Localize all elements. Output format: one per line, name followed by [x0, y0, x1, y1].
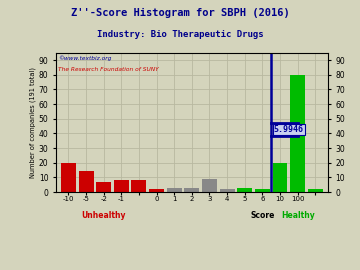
Bar [149, 189, 164, 192]
Bar [131, 180, 147, 192]
Bar [61, 163, 76, 192]
Bar [96, 182, 111, 192]
Text: Unhealthy: Unhealthy [81, 211, 126, 220]
Bar [273, 163, 288, 192]
Text: Healthy: Healthy [281, 211, 315, 220]
Y-axis label: Number of companies (191 total): Number of companies (191 total) [30, 67, 36, 178]
Bar [184, 188, 199, 192]
Text: Z''-Score Histogram for SBPH (2016): Z''-Score Histogram for SBPH (2016) [71, 8, 289, 18]
Text: Score: Score [250, 211, 275, 220]
Bar [202, 179, 217, 192]
Text: Industry: Bio Therapeutic Drugs: Industry: Bio Therapeutic Drugs [97, 30, 263, 39]
Bar [78, 171, 94, 192]
Text: 5.9946: 5.9946 [274, 125, 304, 134]
Text: ©www.textbiz.org: ©www.textbiz.org [58, 56, 111, 61]
Bar [167, 188, 182, 192]
Bar [237, 188, 252, 192]
Bar [255, 189, 270, 192]
Bar [220, 189, 235, 192]
Bar [290, 75, 305, 192]
Bar [114, 180, 129, 192]
Bar [308, 189, 323, 192]
Text: The Research Foundation of SUNY: The Research Foundation of SUNY [58, 68, 158, 72]
